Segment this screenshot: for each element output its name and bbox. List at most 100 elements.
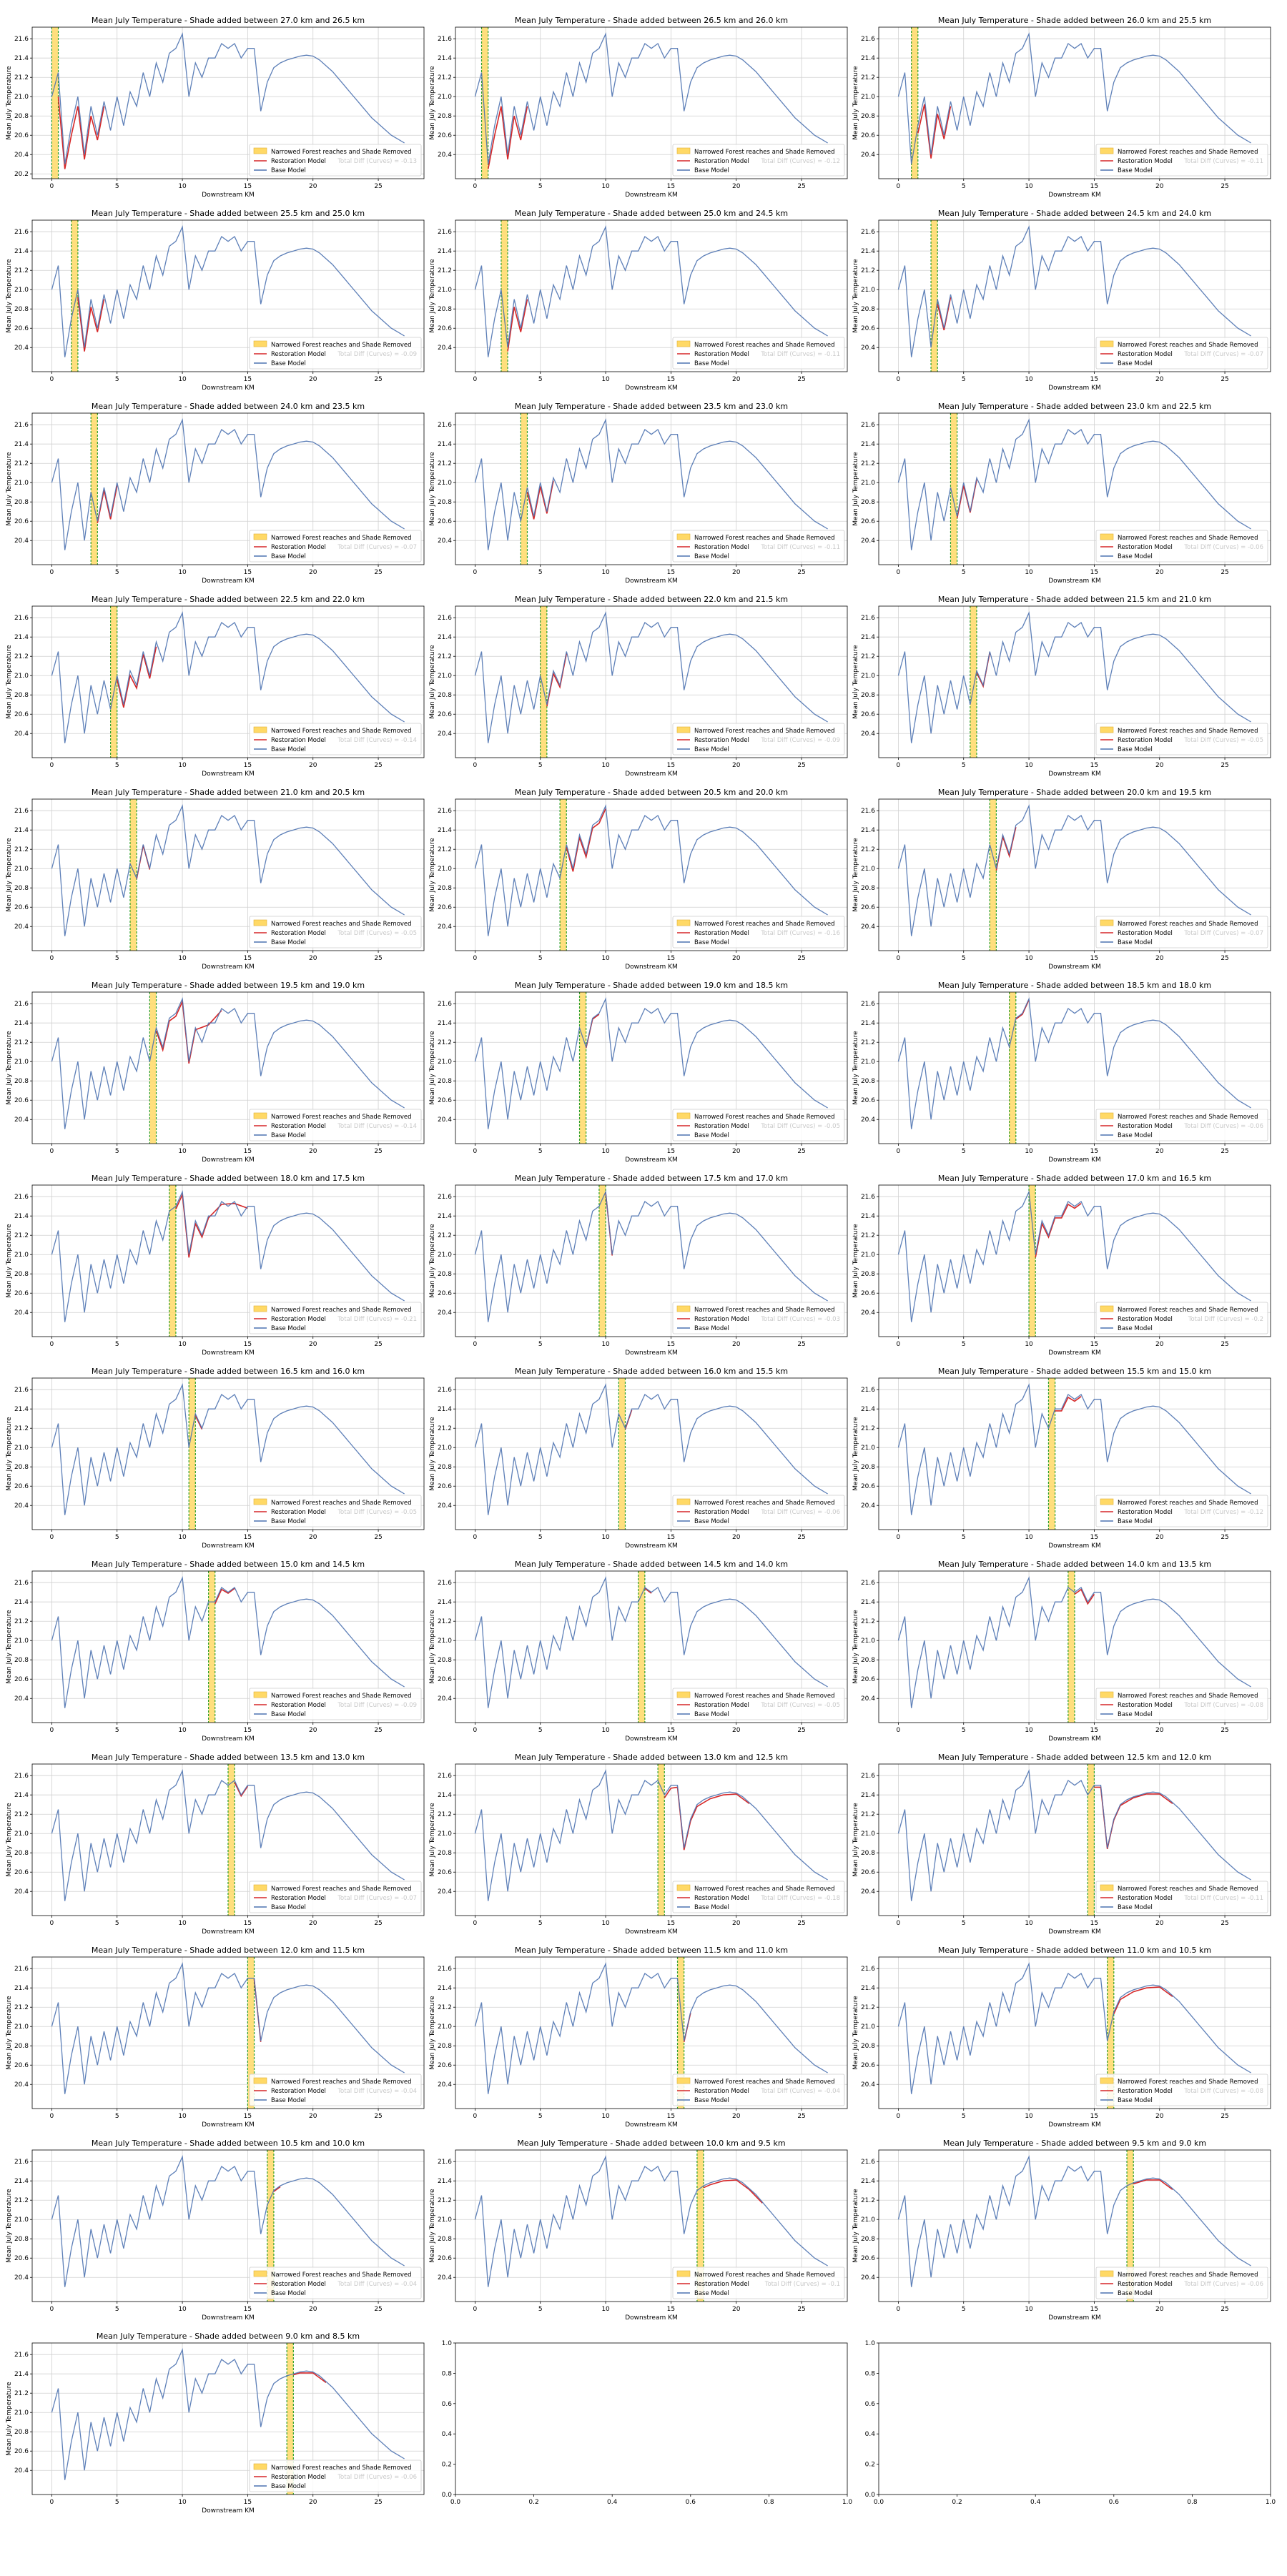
y-tick-label: 20.6 [861, 711, 875, 718]
legend-label-base: Base Model [1118, 1711, 1153, 1718]
x-tick-label: 15 [244, 1341, 252, 1348]
y-axis-label: Mean July Temperature [6, 259, 13, 333]
y-tick-label: 21.6 [14, 1966, 29, 1973]
diff-annotation: Total Diff (Curves) = -0.12 [1183, 1509, 1263, 1516]
x-tick-label: 0 [473, 762, 478, 769]
y-tick-label: 20.8 [438, 2043, 452, 2050]
panel-title: Mean July Temperature - Shade added betw… [515, 595, 788, 604]
legend-label-shade: Narrowed Forest reaches and Shade Remove… [694, 2272, 835, 2279]
x-axis-label: Downstream KM [202, 1542, 255, 1550]
base-series-line [897, 1190, 1251, 1322]
y-tick-label: 21.4 [14, 55, 29, 62]
legend-swatch-shade [253, 147, 267, 154]
base-series-line [897, 1576, 1251, 1708]
y-tick-label: 21.2 [861, 74, 875, 81]
shade-band [696, 2150, 704, 2302]
panel-title: Mean July Temperature - Shade added betw… [92, 1367, 365, 1376]
y-tick-label: 21.0 [438, 673, 452, 680]
y-tick-label: 21.2 [861, 1039, 875, 1046]
legend-label-restoration: Restoration Model [1118, 351, 1173, 358]
y-tick-label: 0.6 [442, 2401, 453, 2408]
y-tick-label: 21.0 [861, 1252, 875, 1259]
y-axis-label: Mean July Temperature [852, 645, 859, 719]
panel-title: Mean July Temperature - Shade added betw… [515, 1174, 788, 1183]
x-tick-label: 0 [897, 1534, 901, 1541]
legend-label-restoration: Restoration Model [1118, 1509, 1173, 1516]
x-tick-label: 10 [601, 2113, 610, 2120]
legend-swatch-shade [1100, 2077, 1114, 2084]
legend-box [249, 1881, 422, 1913]
x-tick-label: 0 [897, 1148, 901, 1155]
legend-label-shade: Narrowed Forest reaches and Shade Remove… [1118, 921, 1258, 928]
y-tick-label: 21.6 [14, 615, 29, 622]
y-tick-label: 21.6 [438, 808, 452, 815]
y-axis-label: Mean July Temperature [429, 1224, 436, 1298]
legend-swatch-shade [253, 726, 267, 733]
axes-frame [455, 991, 848, 1144]
y-axis-label: Mean July Temperature [852, 1417, 859, 1491]
axes-frame [878, 219, 1271, 372]
legend-swatch-shade [1100, 1691, 1114, 1698]
legend-swatch-shade [1100, 1112, 1114, 1119]
restoration-series-line [1133, 2179, 1173, 2191]
axes-frame [31, 1763, 425, 1916]
legend-label-base: Base Model [694, 939, 729, 946]
x-tick-label: 0 [473, 569, 478, 576]
y-axis-label: Mean July Temperature [429, 1996, 436, 2070]
y-tick-label: 21.6 [438, 2159, 452, 2166]
x-tick-label: 0 [50, 1148, 54, 1155]
legend-label-base: Base Model [694, 1711, 729, 1718]
x-tick-label: 0 [473, 2113, 478, 2120]
x-tick-label: 5 [115, 183, 119, 190]
y-tick-label: 21.2 [438, 1425, 452, 1432]
legend-swatch-shade [253, 1112, 267, 1119]
panel-title: Mean July Temperature - Shade added betw… [938, 209, 1211, 218]
base-series-line [51, 611, 405, 743]
y-tick-label: 21.0 [14, 480, 29, 487]
y-tick-label: 20.8 [861, 499, 875, 506]
legend-swatch-shade [676, 533, 691, 540]
base-series-line [897, 1769, 1251, 1901]
x-tick-label: 5 [538, 955, 543, 962]
legend-swatch-shade [253, 1691, 267, 1698]
y-tick-label: 21.2 [14, 1039, 29, 1046]
axes-frame [31, 991, 425, 1144]
x-axis-label: Downstream KM [1048, 1735, 1101, 1743]
x-tick-label: 20 [309, 1341, 317, 1348]
y-tick-label: 20.4 [14, 1116, 29, 1124]
y-tick-label: 21.4 [438, 1020, 452, 1027]
y-tick-label: 20.8 [438, 1078, 452, 1085]
y-tick-label: 21.0 [861, 480, 875, 487]
diff-annotation: Total Diff (Curves) = -0.2 [1188, 1316, 1263, 1323]
base-series-line [897, 997, 1251, 1129]
x-axis-label: Downstream KM [202, 771, 255, 778]
axes-frame [878, 605, 1271, 758]
y-tick-label: 21.0 [14, 673, 29, 680]
y-tick-label: 21.6 [14, 1773, 29, 1780]
y-tick-label: 20.6 [861, 132, 875, 139]
diff-annotation: Total Diff (Curves) = -0.11 [760, 544, 840, 551]
y-tick-label: 20.8 [438, 1271, 452, 1278]
diff-annotation: Total Diff (Curves) = -0.07 [337, 544, 417, 551]
base-series-line [474, 1769, 828, 1901]
y-tick-label: 20.6 [438, 1097, 452, 1104]
y-tick-label: 20.8 [861, 1850, 875, 1857]
y-tick-label: 21.0 [438, 1252, 452, 1259]
x-tick-label: 15 [1090, 376, 1098, 383]
legend-swatch-shade [253, 919, 267, 926]
y-tick-label: 21.0 [14, 2216, 29, 2224]
y-tick-label: 20.8 [14, 1271, 29, 1278]
legend: Narrowed Forest reaches and Shade Remove… [672, 1109, 845, 1141]
legend-label-restoration: Restoration Model [1118, 158, 1173, 165]
legend-label-restoration: Restoration Model [1118, 2281, 1173, 2288]
y-tick-label: 21.6 [861, 1001, 875, 1008]
x-tick-label: 20 [732, 955, 741, 962]
x-tick-label: 20 [732, 1148, 741, 1155]
y-tick-label: 20.6 [438, 2062, 452, 2069]
panel-title: Mean July Temperature - Shade added betw… [938, 1367, 1211, 1376]
panel-title: Mean July Temperature - Shade added betw… [938, 1174, 1211, 1183]
y-tick-label: 21.2 [861, 1811, 875, 1818]
y-tick-label: 21.4 [438, 2178, 452, 2185]
x-axis-label: Downstream KM [1048, 385, 1101, 392]
panel-title: Mean July Temperature - Shade added betw… [515, 402, 788, 411]
